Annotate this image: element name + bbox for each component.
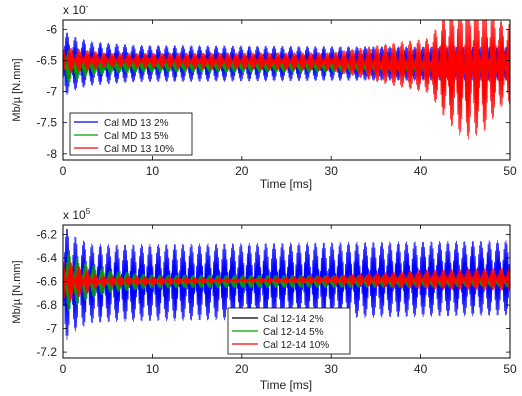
- legend-bottom: Cal 12-14 2% Cal 12-14 5% Cal 12-14 10%: [227, 307, 351, 355]
- legend-label-bottom-2: Cal 12-14 10%: [263, 340, 329, 351]
- x-tick-label: 40: [414, 164, 428, 178]
- exponent-label-bottom: x 105: [63, 207, 91, 222]
- legend-label-top-2: Cal MD 13 10%: [104, 144, 174, 155]
- x-tick-label: 0: [60, 362, 67, 376]
- legend-top: Cal MD 13 2% Cal MD 13 5% Cal MD 13 10%: [69, 112, 193, 156]
- y-tick-label: -6.2: [36, 227, 57, 241]
- legend-label-bottom-1: Cal 12-14 5%: [263, 327, 324, 338]
- y-tick-label: -8: [46, 147, 57, 161]
- y-tick-label: -7.5: [36, 116, 57, 130]
- y-axis-label-top: Mb/µ [N.mm]: [11, 58, 23, 121]
- series-line-3: [62, 19, 511, 140]
- x-tick-label: 10: [146, 164, 160, 178]
- x-tick-label: 0: [60, 164, 67, 178]
- x-ticks-top: 0 10 20 30 40 50: [60, 20, 517, 178]
- x-tick-label: 40: [414, 362, 428, 376]
- series-traces-top: [62, 19, 511, 140]
- x-tick-label: 20: [235, 164, 249, 178]
- y-ticks-bottom: -7.2 -7 -6.8 -6.6 -6.4 -6.2: [36, 227, 510, 359]
- y-tick-label: -6: [46, 22, 57, 36]
- y-tick-label: -7: [46, 85, 57, 99]
- chart-top: 0 10 20 30 40 50 -8 -7.5 -7 -6.5 -6 x 10- Time [m…: [11, 2, 517, 191]
- y-tick-label: -6.6: [36, 274, 57, 288]
- y-tick-label: -6.5: [36, 53, 57, 67]
- exponent-label-top: x 10-: [63, 2, 89, 17]
- series-traces-bottom: [62, 228, 511, 340]
- x-axis-label-bottom: Time [ms]: [260, 378, 312, 392]
- x-tick-label: 50: [503, 164, 517, 178]
- y-tick-label: -6.8: [36, 298, 57, 312]
- x-tick-label: 20: [235, 362, 249, 376]
- legend-label-bottom-0: Cal 12-14 2%: [263, 314, 324, 325]
- x-tick-label: 30: [325, 164, 339, 178]
- x-tick-label: 50: [503, 362, 517, 376]
- y-tick-label: -7: [46, 322, 57, 336]
- x-tick-label: 30: [325, 362, 339, 376]
- series-line-3: [62, 258, 511, 304]
- axes-box-top: [62, 19, 511, 161]
- x-tick-label: 10: [146, 362, 160, 376]
- y-ticks-top: -8 -7.5 -7 -6.5 -6: [36, 22, 510, 161]
- x-ticks-bottom: 0 10 20 30 40 50: [60, 225, 517, 376]
- x-axis-label-top: Time [ms]: [260, 177, 312, 191]
- y-axis-label-bottom: Mb/µ [N.mm]: [11, 260, 23, 323]
- y-tick-label: -7.2: [36, 345, 57, 359]
- axes-box-bottom: [62, 224, 511, 359]
- y-tick-label: -6.4: [36, 251, 57, 265]
- legend-label-top-1: Cal MD 13 5%: [104, 131, 169, 142]
- chart-bottom: 0 10 20 30 40 50 -7.2 -7 -6.8 -6.6 -6.4 -6.2 x 105…: [11, 207, 517, 392]
- legend-label-top-0: Cal MD 13 2%: [104, 118, 169, 129]
